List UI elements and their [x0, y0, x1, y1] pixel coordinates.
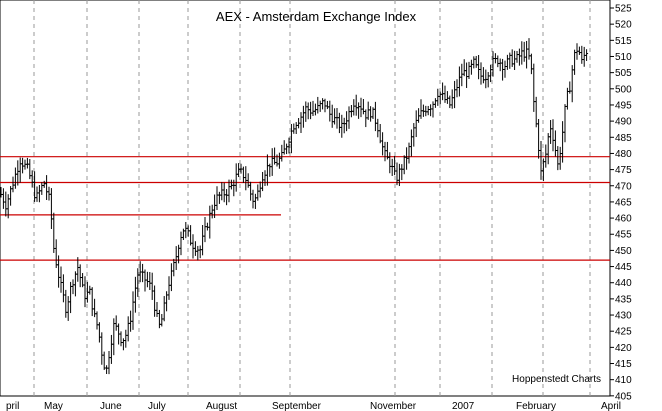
y-tick-label: 410 [615, 375, 632, 386]
y-tick-label: 465 [615, 197, 632, 208]
x-tick-label: May [44, 401, 63, 411]
y-tick-label: 460 [615, 214, 632, 225]
y-tick-label: 405 [615, 391, 632, 402]
x-tick-label: 2007 [452, 401, 475, 411]
y-tick-label: 525 [615, 4, 632, 15]
x-tick-label: February [516, 401, 556, 411]
y-tick-label: 435 [615, 294, 632, 305]
y-tick-label: 495 [615, 100, 632, 111]
x-tick-label: July [148, 401, 166, 411]
price-bars [0, 38, 589, 375]
y-tick-label: 430 [615, 311, 632, 322]
y-tick-label: 440 [615, 278, 632, 289]
y-axis: 405 410 415 420 425 430 435 440 445 450 455 460 465 4… [610, 4, 632, 402]
y-tick-label: 475 [615, 165, 632, 176]
y-tick-label: 515 [615, 36, 632, 47]
y-tick-label: 470 [615, 181, 632, 192]
y-tick-label: 415 [615, 359, 632, 370]
x-tick-label: August [206, 401, 237, 411]
y-tick-label: 450 [615, 246, 632, 257]
x-tick-label: April [601, 401, 621, 411]
x-axis: pril May June July August September November 20… [6, 401, 621, 411]
vertical-gridlines [33, 0, 591, 396]
x-tick-label: September [272, 401, 322, 411]
chart-credit: Hoppenstedt Charts [512, 374, 601, 385]
x-tick-label: June [100, 401, 122, 411]
x-tick-label: November [370, 401, 417, 411]
y-tick-label: 445 [615, 262, 632, 273]
y-tick-label: 480 [615, 149, 632, 160]
y-tick-label: 425 [615, 327, 632, 338]
y-tick-label: 500 [615, 84, 632, 95]
y-tick-label: 520 [615, 20, 632, 31]
y-tick-label: 420 [615, 343, 632, 354]
y-tick-label: 485 [615, 133, 632, 144]
plot-area [0, 0, 611, 397]
support-lines [0, 156, 610, 261]
price-bar [585, 49, 589, 61]
y-tick-label: 455 [615, 230, 632, 241]
y-tick-label: 490 [615, 117, 632, 128]
y-tick-label: 505 [615, 68, 632, 79]
y-tick-label: 510 [615, 52, 632, 63]
chart-title: AEX - Amsterdam Exchange Index [216, 9, 417, 24]
x-tick-label: pril [6, 401, 19, 411]
